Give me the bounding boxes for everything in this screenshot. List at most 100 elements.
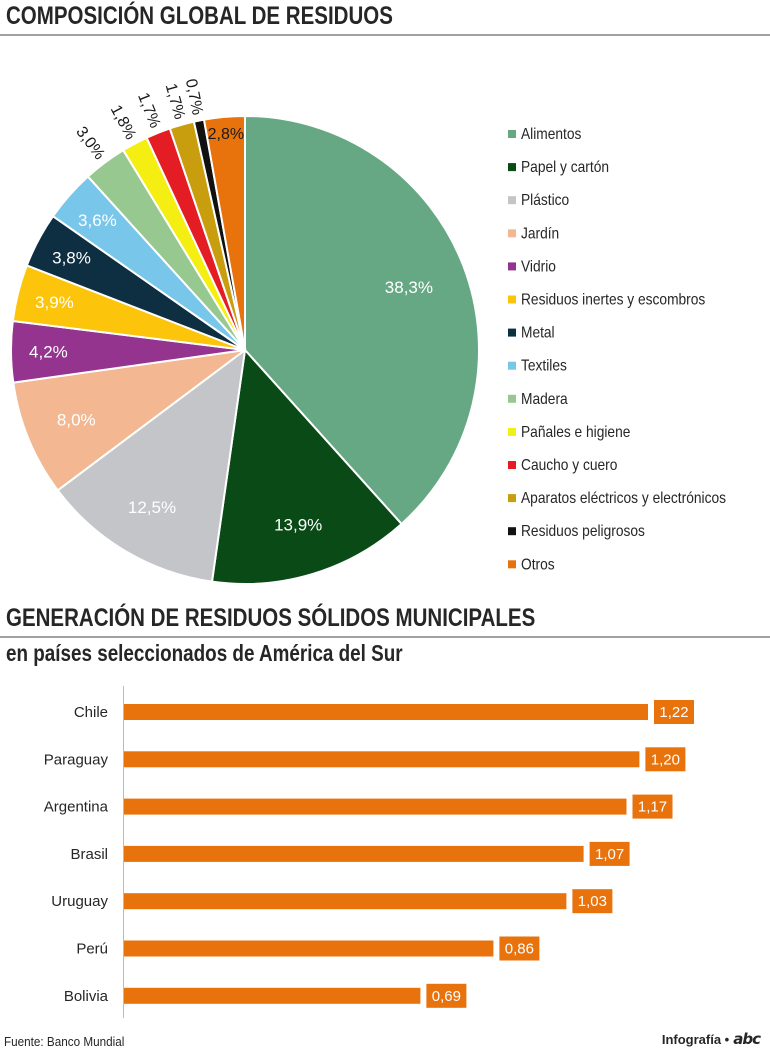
legend-item-residuos-peligrosos: Residuos peligrosos	[508, 523, 645, 540]
pie-label-jardin: 8,0%	[57, 411, 96, 430]
legend-label: Metal	[521, 325, 555, 342]
pie-chart-title: COMPOSICIÓN GLOBAL DE RESIDUOS	[6, 2, 393, 30]
legend-label: Textiles	[521, 358, 567, 375]
bar-value-box	[632, 794, 673, 819]
legend-item-metal: Metal	[508, 325, 555, 342]
pie-slice-otros	[202, 114, 246, 351]
bar	[124, 940, 494, 957]
abc-logo: abc	[733, 1030, 761, 1048]
pie-slice-jardin	[12, 349, 246, 492]
legend-swatch	[508, 262, 516, 271]
legend-item-textiles: Textiles	[508, 358, 567, 375]
legend-item-otros: Otros	[508, 556, 555, 573]
pie-slice-plastico	[56, 347, 247, 583]
bar-value-label: 1,22	[659, 704, 688, 721]
legend-label: Residuos inertes y escombros	[521, 292, 705, 309]
bar-row-argentina: Argentina 1,17	[44, 794, 673, 819]
source-note: Fuente: Banco Mundial	[4, 1034, 125, 1049]
legend-item-alimentos: Alimentos	[508, 126, 581, 143]
bar-row-paraguay: Paraguay 1,20	[44, 747, 686, 772]
pie-slice-alimentos	[244, 114, 480, 526]
bar-value-box	[654, 700, 694, 724]
bar-value-label: 0,86	[505, 941, 534, 958]
legend-label: Jardín	[521, 225, 559, 242]
bar-category-label: Chile	[74, 704, 108, 721]
pie-label-alimentos: 38,3%	[385, 278, 433, 297]
pie-label-caucho-y-cuero: 1,7%	[134, 90, 163, 130]
pie-label-residuos-inertes-y-escombros: 3,9%	[35, 293, 74, 312]
bar-row-bolivia: Bolivia 0,69	[64, 983, 467, 1008]
pie-label-madera: 3,0%	[72, 124, 107, 163]
legend-swatch	[508, 295, 516, 304]
bar-category-label: Brasil	[70, 846, 108, 863]
bar-value-label: 1,03	[578, 893, 607, 910]
pie-label-metal: 3,8%	[52, 249, 91, 268]
legend-swatch	[508, 361, 516, 370]
bar-row-uruguay: Uruguay 1,03	[51, 889, 613, 914]
bar-value-label: 0,69	[432, 988, 461, 1005]
bar	[124, 751, 640, 768]
legend-label: Alimentos	[521, 126, 581, 143]
legend-item-aparatos-electricos-y-electronicos: Aparatos eléctricos y electrónicos	[508, 490, 726, 507]
bar-category-label: Bolivia	[64, 988, 109, 1005]
bar-category-label: Perú	[76, 941, 108, 958]
pie-label-papel-y-carton: 13,9%	[274, 516, 322, 535]
bar-category-label: Paraguay	[44, 751, 109, 768]
bar-title-divider	[0, 636, 770, 638]
bar-value-box	[426, 983, 467, 1008]
bar-value-box	[589, 841, 630, 866]
legend-item-jardin: Jardín	[508, 225, 559, 242]
bar-row-peru: Perú 0,86	[76, 936, 540, 961]
legend-swatch	[508, 163, 516, 172]
bar-row-brasil: Brasil 1,07	[70, 841, 630, 866]
legend-label: Caucho y cuero	[521, 457, 617, 474]
pie-slice-papel-y-carton	[210, 347, 403, 585]
pie-label-vidrio: 4,2%	[29, 343, 68, 362]
legend-item-residuos-inertes-y-escombros: Residuos inertes y escombros	[508, 292, 705, 309]
legend-item-papel-y-carton: Papel y cartón	[508, 159, 609, 176]
bar-chart-subtitle: en países seleccionados de América del S…	[6, 640, 403, 666]
bar	[124, 987, 421, 1004]
bar-value-box	[645, 747, 686, 772]
bar-value-box	[499, 936, 540, 961]
bar-row-chile: Chile 1,22	[74, 700, 694, 724]
pie-chart: 38,3%13,9%12,5%8,0%4,2%3,9%3,8%3,6%3,0%1…	[10, 77, 726, 585]
legend-item-vidrio: Vidrio	[508, 258, 556, 275]
legend-label: Aparatos eléctricos y electrónicos	[521, 490, 726, 507]
pie-label-residuos-peligrosos: 0,7%	[182, 77, 206, 116]
legend-swatch	[508, 461, 516, 469]
credit: Infografía • abc	[662, 1030, 761, 1048]
pie-label-textiles: 3,6%	[78, 211, 117, 230]
pie-label-panales-e-higiene: 1,8%	[107, 102, 139, 142]
legend-swatch	[508, 229, 516, 238]
legend-swatch	[508, 394, 516, 403]
bar-value-label: 1,17	[638, 799, 667, 816]
legend-item-plastico: Plástico	[508, 192, 569, 209]
legend-swatch	[508, 494, 516, 503]
legend-swatch	[508, 427, 516, 436]
legend-label: Pañales e higiene	[521, 424, 630, 441]
legend-swatch	[508, 328, 516, 337]
legend-item-madera: Madera	[508, 391, 568, 408]
legend-label: Papel y cartón	[521, 159, 609, 176]
bar	[124, 798, 627, 815]
legend-swatch	[508, 196, 516, 205]
legend-label: Residuos peligrosos	[521, 523, 645, 540]
pie-label-otros: 2,8%	[208, 126, 244, 143]
bar-value-label: 1,20	[651, 751, 680, 768]
pie-label-plastico: 12,5%	[128, 498, 176, 517]
bar	[124, 704, 648, 720]
legend-swatch	[508, 560, 516, 569]
bar-value-box	[572, 889, 613, 914]
bar	[124, 845, 584, 862]
bar-category-label: Argentina	[44, 799, 109, 816]
bar-category-label: Uruguay	[51, 893, 108, 910]
legend-item-panales-e-higiene: Pañales e higiene	[508, 424, 630, 441]
bar-value-label: 1,07	[595, 846, 624, 863]
legend-item-caucho-y-cuero: Caucho y cuero	[508, 457, 617, 474]
legend-label: Plástico	[521, 192, 569, 209]
legend-label: Otros	[521, 556, 555, 573]
legend-swatch	[508, 130, 516, 138]
legend-label: Vidrio	[521, 258, 556, 275]
bar	[124, 893, 567, 910]
